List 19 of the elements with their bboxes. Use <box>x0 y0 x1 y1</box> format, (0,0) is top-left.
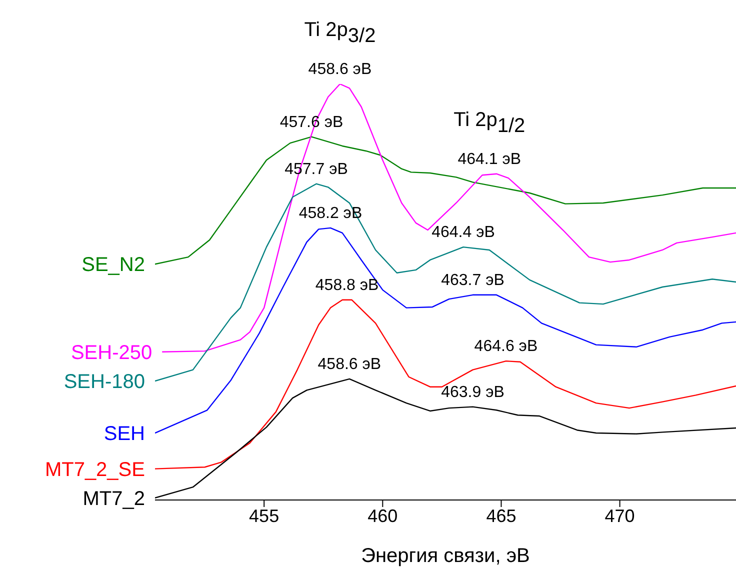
x-tick-label: 470 <box>604 506 635 526</box>
x-tick-label: 460 <box>368 506 398 526</box>
series-label: SE_N2 <box>82 254 145 276</box>
annotation: 463.9 эВ <box>441 384 504 401</box>
annotation: 464.1 эВ <box>458 150 522 168</box>
annotation: 464.4 эВ <box>432 224 495 242</box>
annotation: 458.6 эВ <box>318 356 382 373</box>
x-tick-label: 455 <box>249 506 280 526</box>
series-label: SEH <box>104 423 145 446</box>
series-label: MT7_2_SE <box>44 458 145 481</box>
series-label: SEH-180 <box>64 371 145 394</box>
x-axis-title: Энергия связи, эВ <box>361 545 530 567</box>
annotation: 464.6 эВ <box>474 338 538 356</box>
annotation: 458.6 эВ <box>308 61 372 78</box>
series-label: SEH-250 <box>70 342 152 364</box>
annotation: 463.7 эВ <box>441 272 504 289</box>
annotation: 458.8 эВ <box>315 276 379 294</box>
series-label: MT7_2 <box>82 488 145 510</box>
x-tick-label: 465 <box>486 506 516 526</box>
